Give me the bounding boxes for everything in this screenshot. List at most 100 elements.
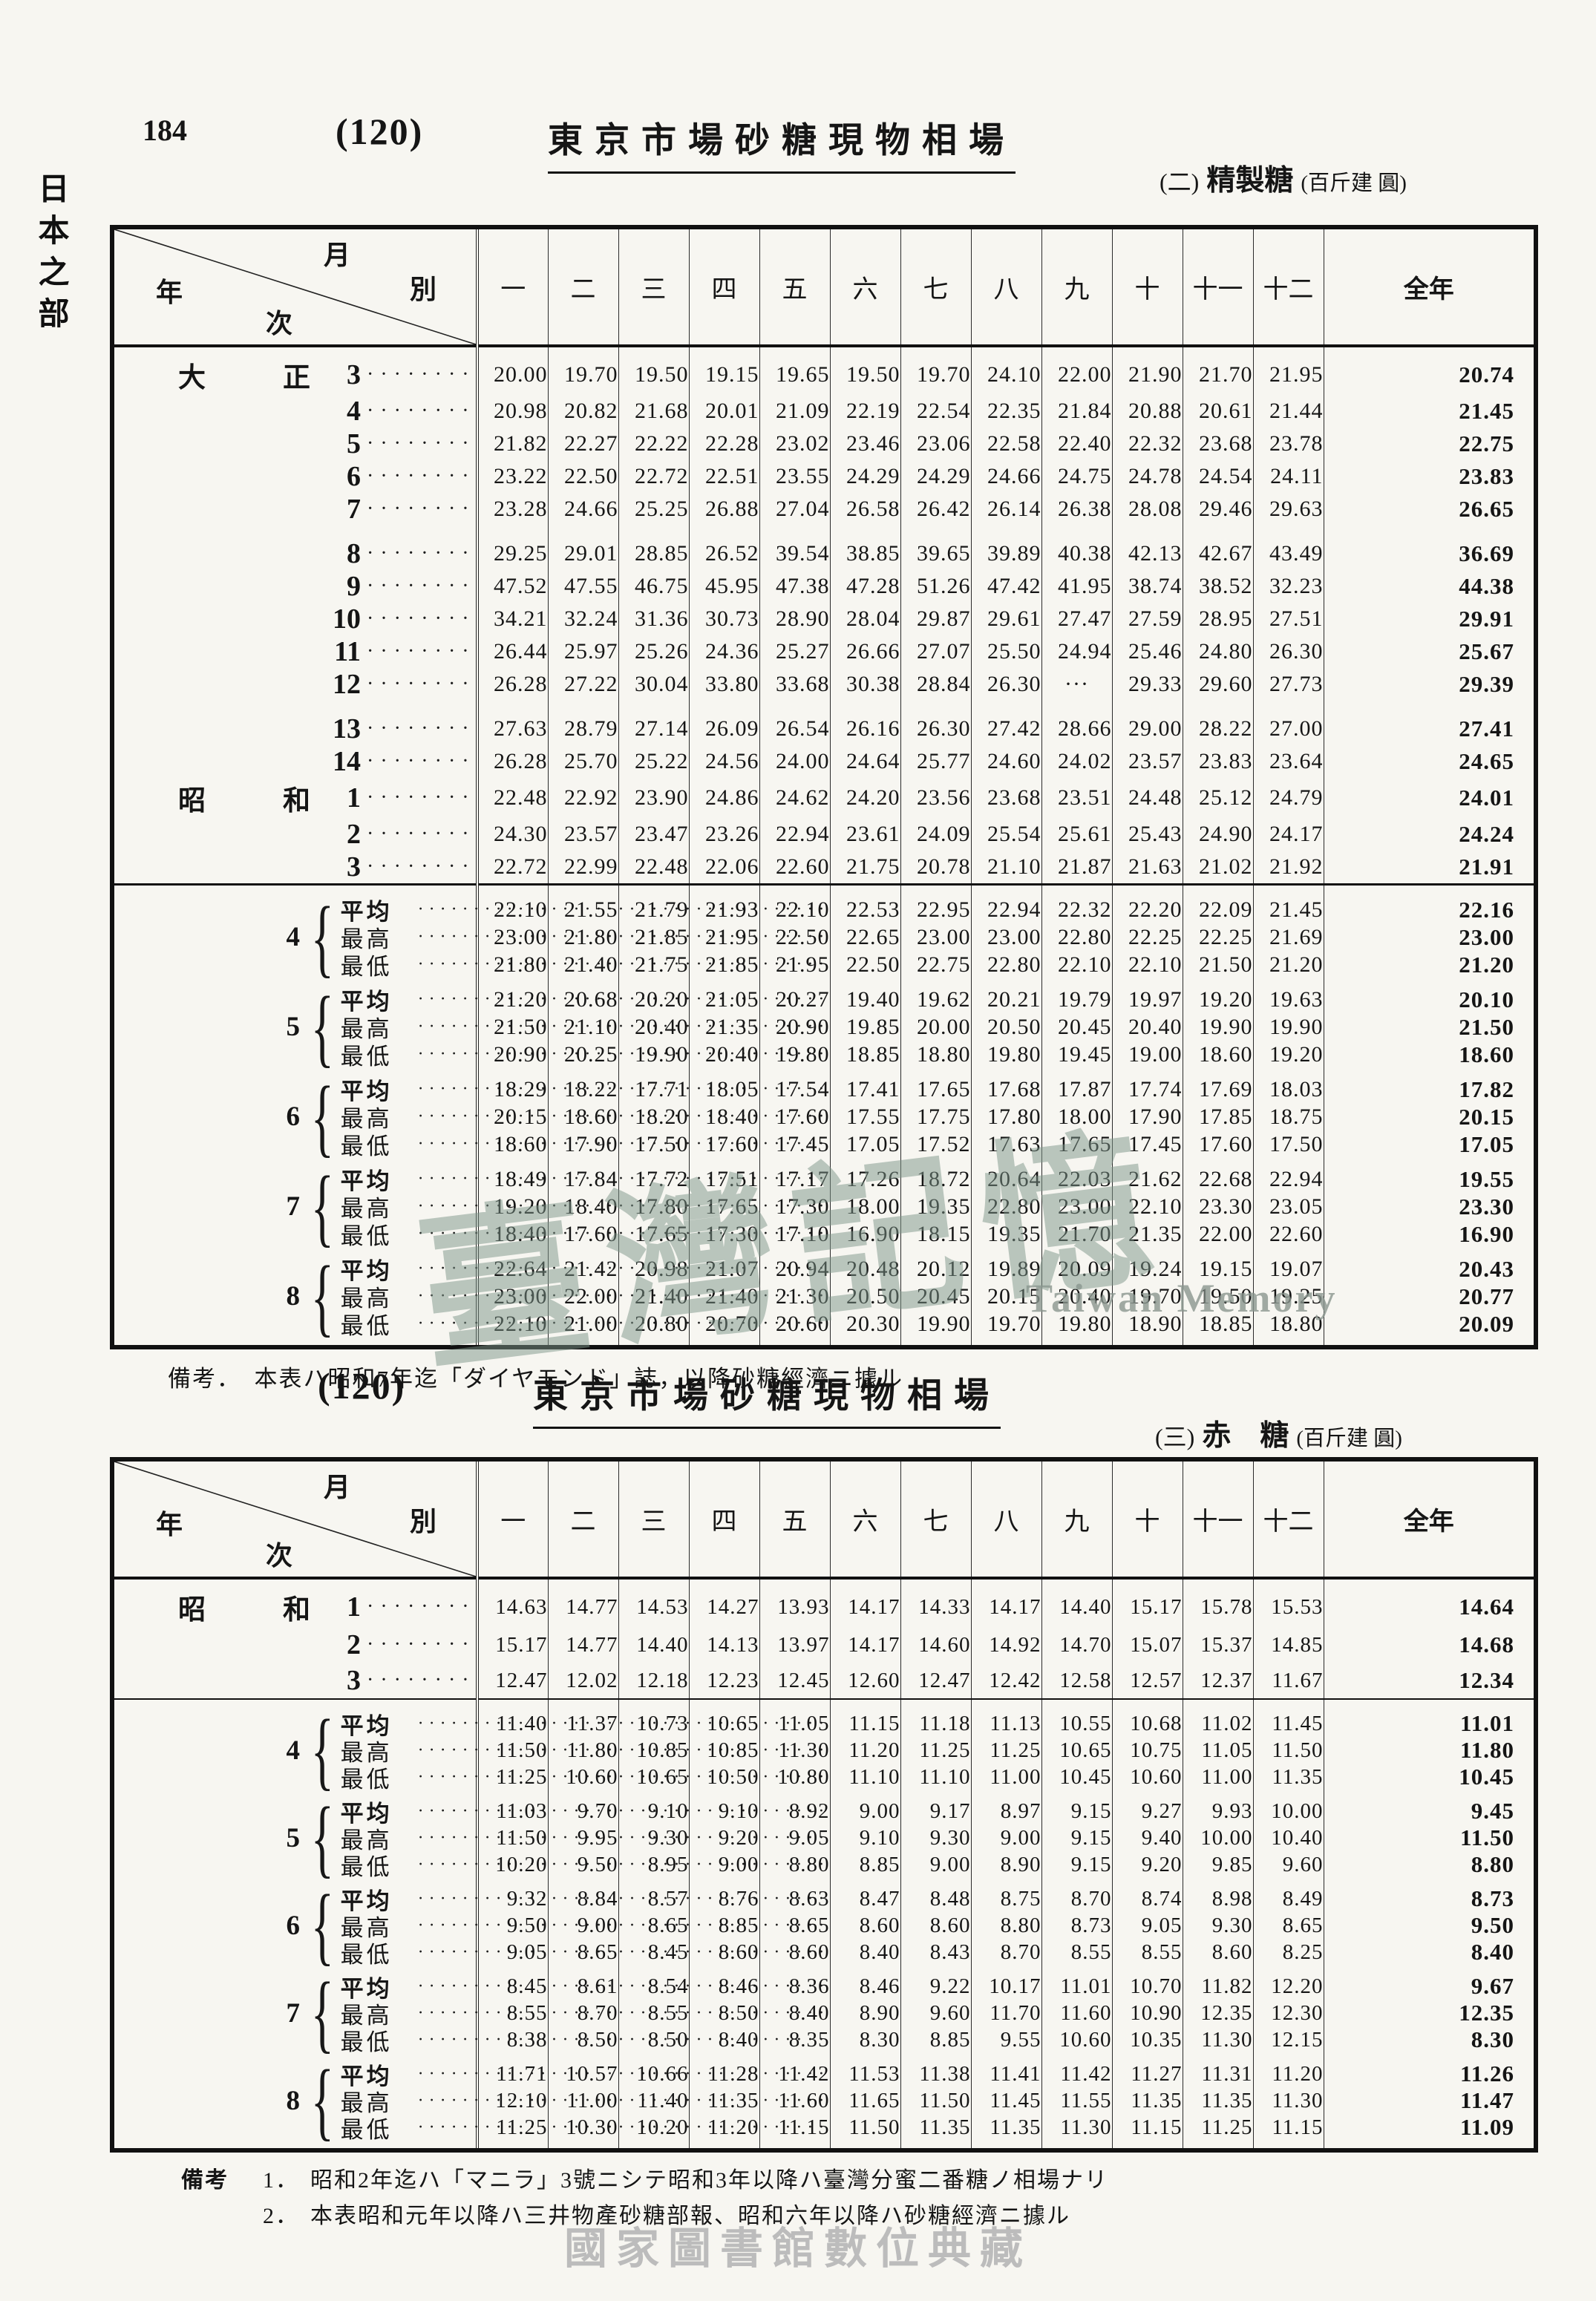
year-row: 623.2222.5022.7222.5123.5524.2924.2924.6… [112, 460, 1536, 493]
spacer-label-cell [112, 1158, 479, 1165]
value-cell: 47.28 [830, 570, 901, 603]
value-cell: 9.22 [900, 1973, 972, 2000]
spacer-cell [548, 978, 619, 986]
stat-label-item: 最低 [341, 951, 834, 980]
spacer-cell [1041, 1698, 1113, 1710]
value-cell: 24.62 [759, 778, 831, 818]
stat-label-item: 最高 [341, 923, 834, 952]
value-cell: 8.70 [1041, 1885, 1113, 1912]
spacer-cell [548, 1158, 619, 1165]
spacer-label-cell [112, 2053, 479, 2061]
spacer-cell [689, 1578, 760, 1587]
value-cell: 17.60 [1183, 1130, 1254, 1158]
spacer-cell [618, 1790, 690, 1798]
spacer-cell [1183, 1338, 1254, 1347]
value-cell: 11.60 [1041, 2000, 1113, 2026]
notes-label-spacer [181, 2197, 263, 2230]
value-cell: 10.00 [1183, 1824, 1254, 1851]
value-cell: 21.50 [1183, 951, 1254, 978]
dot-leader [418, 2118, 830, 2138]
value-cell: 22.35 [971, 395, 1042, 428]
table2-product: 赤 糖 [1202, 1420, 1289, 1452]
value-cell: 38.74 [1112, 570, 1183, 603]
value-cell: 22.00 [1183, 1220, 1254, 1248]
value-cell: 26.54 [759, 713, 831, 745]
spacer-cell [477, 526, 549, 537]
stat-label-item: 最高 [341, 1912, 834, 1941]
value-cell: 24.20 [830, 778, 901, 818]
year-number: 5 [347, 428, 361, 459]
spacer-cell [1112, 1068, 1183, 1076]
refined-sugar-price-table: 月別年次一二三四五六七八九十十一十二全年大正320.0019.7019.5019… [110, 225, 1538, 1349]
value-cell: 12.58 [1041, 1663, 1113, 1699]
value-cell: 19.35 [971, 1220, 1042, 1248]
value-cell: 23.57 [1112, 745, 1183, 778]
spacer-row [112, 978, 1536, 986]
diagonal-line [114, 1462, 476, 1577]
value-cell: 11.35 [900, 2114, 972, 2141]
table-header: 月別 年次 一二三四五六七八九十十一 十二 全年 [112, 227, 1536, 347]
spacer-cell [971, 2053, 1042, 2061]
value-cell: 11.65 [830, 2087, 901, 2114]
stat-group-year: 6 [286, 1910, 301, 1941]
year-total-cell: 23.00 [1459, 923, 1514, 950]
year-label-cell: 6 [112, 460, 479, 493]
spacer-cell [477, 2053, 549, 2061]
spacer-cell [1112, 1248, 1183, 1255]
value-cell: 8.74 [1112, 1885, 1183, 1912]
value-cell: 11.45 [1253, 1710, 1324, 1737]
table1-wrapper: 月別年次一二三四五六七八九十十一十二全年大正320.0019.7019.5019… [110, 225, 1538, 1393]
value-cell: 10.70 [1112, 1973, 1183, 2000]
note-number: 2． [263, 2204, 299, 2228]
column-header-month: 十一 [1183, 1459, 1254, 1580]
value-cell: 21.92 [1253, 851, 1324, 885]
value-cell: 18.80 [900, 1041, 972, 1068]
stat-group-label: 8 {平均最高最低 [114, 2057, 476, 2144]
stat-label-text: 最低 [340, 1766, 393, 1793]
spacer-cell [1324, 2053, 1536, 2061]
value-cell: 20.30 [830, 1310, 901, 1338]
column-header-month: 七 [900, 227, 972, 347]
value-cell: 19.40 [830, 986, 901, 1013]
spacer-cell [1324, 1338, 1536, 1347]
value-cell: 24.29 [900, 460, 972, 493]
spacer-cell [477, 1158, 549, 1165]
value-cell: 24.86 [689, 778, 760, 818]
value-cell: 17.05 [830, 1130, 901, 1158]
value-cell: 12.30 [1253, 2000, 1324, 2026]
value-cell: 8.80 [971, 1912, 1042, 1939]
value-cell: 23.02 [759, 428, 831, 460]
year-total-cell: 44.38 [1459, 573, 1514, 599]
value-cell: 20.12 [900, 1255, 972, 1283]
year-number: 1 [347, 782, 361, 814]
spacer-cell [1183, 1248, 1254, 1255]
value-cell: 23.78 [1253, 428, 1324, 460]
column-header-month: 四 [689, 1459, 760, 1580]
dot-leader [418, 1169, 830, 1189]
spacer-cell [548, 883, 619, 896]
value-cell: 39.54 [759, 537, 831, 570]
dot-leader [418, 2030, 830, 2050]
spacer-label-cell [112, 1248, 479, 1255]
spacer-cell [900, 2053, 972, 2061]
spacer-cell [830, 1878, 901, 1885]
corner-label-right: 別 [410, 1507, 437, 1536]
spacer-cell [689, 1965, 760, 1973]
spacer-cell [971, 1965, 1042, 1973]
value-cell: 22.68 [1183, 1165, 1254, 1193]
value-cell: 11.50 [830, 2114, 901, 2141]
dot-leader [418, 2091, 830, 2111]
year-total-cell: 8.40 [1471, 1939, 1514, 1965]
spacer-cell [618, 701, 690, 713]
spacer-cell [1112, 1790, 1183, 1798]
spacer-cell [689, 978, 760, 986]
spacer-cell [971, 2141, 1042, 2150]
year-total-cell: 26.65 [1459, 496, 1514, 522]
dot-leader [418, 2064, 830, 2084]
value-cell: 15.17 [477, 1627, 549, 1663]
value-cell: 10.55 [1041, 1710, 1113, 1737]
stat-label-item: 最低 [341, 1041, 834, 1070]
spacer-cell [759, 1698, 831, 1710]
